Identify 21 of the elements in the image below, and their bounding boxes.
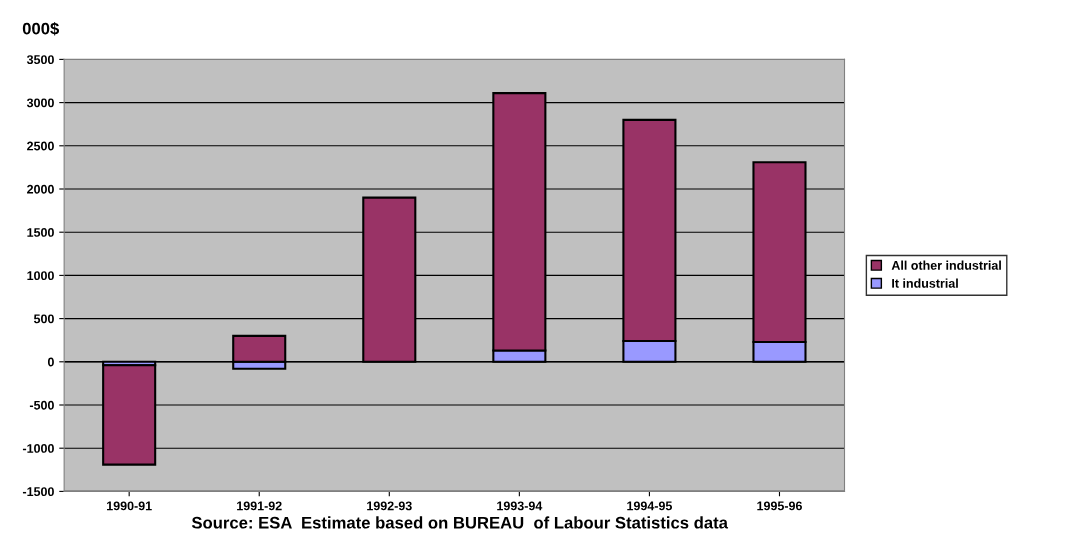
- y-tick-label: -1000: [22, 444, 54, 453]
- y-tick-label: -500: [29, 400, 54, 410]
- legend-label: It industrial: [892, 278, 958, 288]
- source-note: Source: ESA Estimate based on BUREAU of Labour Statistics data: [191, 516, 729, 529]
- x-tick-label: 1995-96: [757, 501, 802, 511]
- y-tick-label: 3000: [26, 98, 54, 108]
- x-tick-label: 1994-95: [627, 501, 673, 511]
- legend-label: All other industrial: [891, 260, 1001, 270]
- y-tick-label: 3500: [26, 55, 54, 65]
- y-tick-label: 2500: [27, 141, 54, 151]
- x-tick-label: 1991-92: [237, 501, 282, 511]
- x-tick-label: 1993-94: [497, 501, 543, 511]
- x-tick-label: 1990-91: [107, 501, 152, 511]
- y-tick-label: 500: [33, 314, 54, 324]
- x-tick-label: 1992-93: [367, 501, 412, 511]
- y-tick-label: 2000: [27, 184, 54, 194]
- y-axis-title: 000$: [22, 21, 60, 36]
- y-tick-label: 0: [47, 357, 54, 367]
- y-tick-label: -1500: [22, 487, 54, 497]
- y-tick-label: 1000: [27, 271, 54, 281]
- y-tick-label: 1500: [27, 228, 54, 237]
